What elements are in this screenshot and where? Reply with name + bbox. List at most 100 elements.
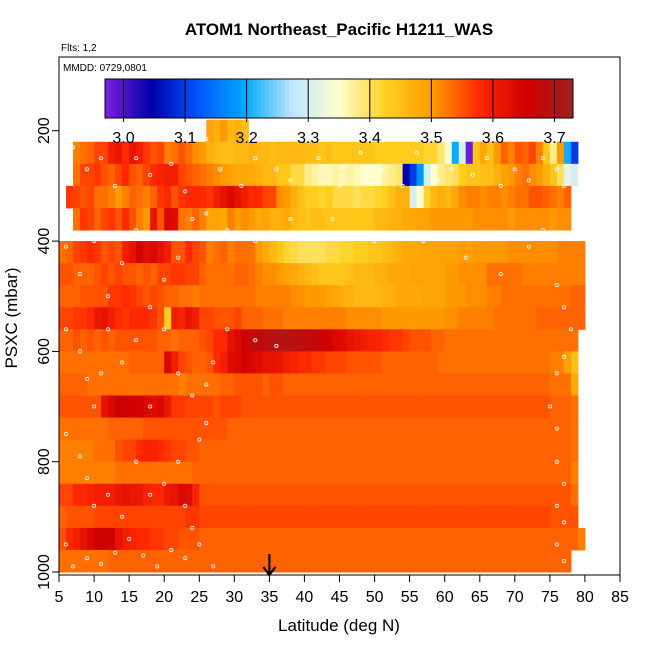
- colorbar-tick-label: 3.2: [235, 130, 257, 147]
- observation-point: [435, 178, 440, 183]
- heatmap-cell: [416, 263, 425, 286]
- heatmap-cell: [360, 141, 369, 165]
- heatmap-cell: [192, 373, 200, 396]
- heatmap-cell: [150, 395, 158, 419]
- heatmap-cell: [374, 285, 383, 308]
- heatmap-cell: [451, 505, 460, 529]
- colorbar-swatch: [529, 79, 534, 118]
- heatmap-cell: [255, 373, 263, 396]
- heatmap-cell: [472, 141, 481, 165]
- observation-point: [372, 239, 377, 244]
- heatmap-cell: [66, 185, 74, 209]
- heatmap-cell: [444, 241, 453, 264]
- heatmap-cell: [227, 395, 235, 419]
- heatmap-cell: [521, 417, 530, 441]
- heatmap-cell: [262, 461, 270, 485]
- heatmap-cell: [493, 395, 502, 419]
- heatmap-cell: [542, 351, 551, 374]
- heatmap-cell: [332, 461, 340, 485]
- observation-point: [197, 437, 202, 442]
- observation-point: [92, 239, 97, 244]
- heatmap-cell: [507, 351, 516, 374]
- heatmap-cell: [395, 527, 404, 551]
- heatmap-cell: [479, 527, 488, 551]
- heatmap-cell: [402, 285, 411, 308]
- y-tick-label: 600: [36, 338, 53, 365]
- heatmap-cell: [556, 163, 565, 187]
- observation-point: [64, 244, 69, 249]
- observation-point: [85, 556, 90, 561]
- heatmap-cell: [199, 439, 207, 463]
- heatmap-cell: [367, 263, 376, 286]
- heatmap-cell: [73, 505, 81, 529]
- heatmap-cell: [514, 461, 523, 485]
- heatmap-cell: [437, 505, 446, 529]
- heatmap-cell: [136, 141, 144, 165]
- heatmap-cell: [430, 307, 439, 330]
- heatmap-cell: [465, 307, 474, 330]
- heatmap-cell: [269, 163, 277, 187]
- heatmap-cell: [122, 417, 130, 441]
- heatmap-cell: [94, 241, 102, 264]
- heatmap-cell: [171, 141, 179, 165]
- colorbar-swatch: [257, 79, 262, 118]
- heatmap-cell: [437, 417, 446, 441]
- heatmap-cell: [521, 351, 530, 374]
- heatmap-cell: [227, 141, 235, 165]
- heatmap-cell: [388, 163, 397, 187]
- heatmap-cell: [136, 373, 144, 396]
- observation-point: [148, 404, 153, 409]
- heatmap-cell: [108, 241, 116, 264]
- observation-point: [85, 167, 90, 172]
- heatmap-cell: [290, 329, 298, 352]
- heatmap-cell: [248, 439, 256, 463]
- heatmap-cell: [395, 373, 404, 396]
- heatmap-cell: [360, 351, 369, 374]
- colorbar-swatch: [425, 79, 430, 118]
- heatmap-cell: [549, 285, 558, 308]
- heatmap-cell: [241, 119, 249, 143]
- heatmap-cell: [374, 263, 383, 286]
- heatmap-cell: [493, 241, 502, 264]
- heatmap-cell: [206, 461, 214, 485]
- heatmap-cell: [486, 395, 495, 419]
- heatmap-cell: [395, 241, 404, 264]
- heatmap-cell: [150, 417, 158, 441]
- colorbar-swatch: [321, 79, 326, 118]
- heatmap-cell: [346, 373, 355, 396]
- heatmap-cell: [234, 285, 242, 308]
- heatmap-cell: [241, 373, 249, 396]
- heatmap-cell: [437, 549, 446, 573]
- heatmap-cell: [66, 549, 74, 573]
- heatmap-cell: [465, 163, 474, 187]
- heatmap-cell: [157, 505, 165, 529]
- heatmap-cell: [367, 527, 376, 551]
- observation-point: [162, 277, 167, 282]
- heatmap-cell: [374, 417, 383, 441]
- heatmap-cell: [549, 505, 558, 529]
- y-tick-label: 1000: [36, 554, 53, 590]
- heatmap-cell: [178, 241, 186, 264]
- heatmap-cell: [213, 461, 221, 485]
- heatmap-cell: [563, 285, 572, 308]
- observation-point: [99, 156, 104, 161]
- heatmap-cell: [500, 483, 509, 507]
- x-tick-label: 45: [331, 589, 349, 606]
- heatmap-cell: [220, 263, 228, 286]
- heatmap-cell: [416, 395, 425, 419]
- heatmap-cell: [465, 439, 474, 463]
- heatmap-cell: [402, 329, 411, 352]
- heatmap-cell: [248, 263, 256, 286]
- heatmap-cell: [423, 163, 432, 187]
- observation-point: [190, 525, 195, 530]
- heatmap-cell: [241, 549, 249, 573]
- heatmap-cell: [297, 505, 305, 529]
- heatmap-cell: [136, 285, 144, 308]
- heatmap-cell: [528, 505, 537, 529]
- heatmap-cell: [248, 373, 256, 396]
- heatmap-cell: [556, 285, 565, 308]
- colorbar-swatch: [473, 79, 478, 118]
- heatmap-cell: [374, 395, 383, 419]
- heatmap-cell: [521, 439, 530, 463]
- heatmap-cell: [542, 395, 551, 419]
